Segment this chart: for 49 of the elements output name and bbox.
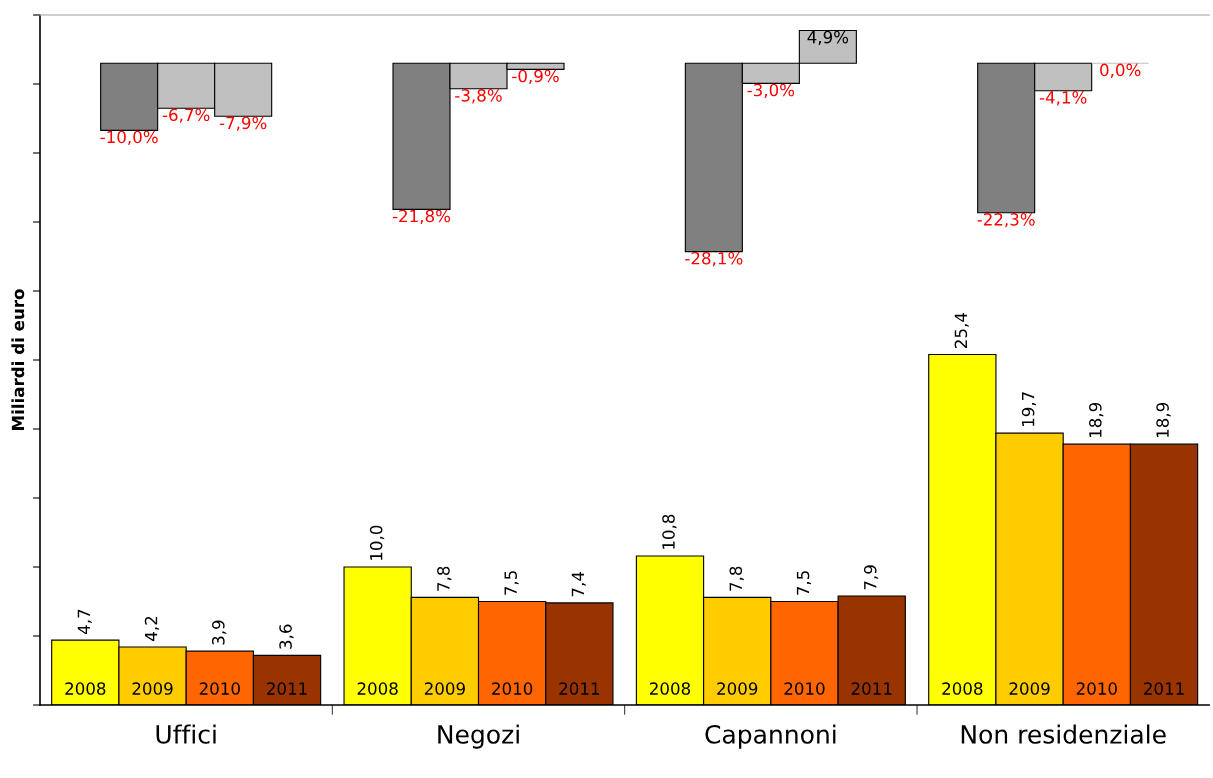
x-tick-label: Capannoni (705, 724, 836, 749)
series-label: 2009 (132, 682, 173, 695)
data-label: 18,9 (1089, 402, 1104, 438)
data-label: 10,8 (662, 514, 677, 549)
data-label: 4,9% (807, 30, 849, 46)
text: 2011 (559, 682, 600, 695)
data-label: 7,9 (863, 565, 879, 590)
text: 2010 (492, 682, 533, 695)
text: 2011 (1144, 682, 1184, 695)
text: 2010 (1076, 682, 1117, 695)
x-tick-label: Uffici (156, 724, 216, 744)
data-label: 7,5 (504, 571, 519, 595)
data-label: 18,9 (1156, 402, 1171, 438)
data-label: -21,8% (392, 209, 451, 225)
text: 2011 (851, 682, 892, 695)
data-label: -3,8% (455, 89, 502, 104)
text: 2008 (650, 682, 691, 695)
data-label: -4,1% (1039, 91, 1087, 106)
data-label: 7,8 (437, 566, 452, 591)
series-label: 2008 (65, 682, 106, 695)
data-label: 25,4 (954, 313, 969, 348)
text: 2009 (1009, 682, 1050, 695)
data-label: 4,7 (77, 609, 92, 635)
data-label: -3,0% (747, 83, 795, 99)
data-label: 3,6 (279, 624, 294, 649)
data-label: 3,9 (212, 620, 227, 645)
data-label: 4,2 (144, 616, 160, 641)
data-label: 7,4 (571, 572, 586, 597)
data-label: -0,9% (512, 69, 559, 84)
text: 2009 (717, 682, 758, 695)
series-label: 2010 (199, 682, 240, 695)
data-label: -10,0% (100, 130, 158, 145)
text: 2008 (942, 682, 983, 695)
text: 2008 (357, 682, 398, 695)
data-label: -28,1% (685, 251, 743, 267)
data-label: -6,7% (162, 108, 210, 123)
x-tick-label: Negozi (438, 724, 519, 749)
data-label: 7,8 (729, 566, 744, 591)
data-label: 10,0 (369, 525, 385, 560)
data-label: 0,0% (1100, 63, 1141, 78)
x-tick-label: Non residenziale (961, 724, 1166, 744)
data-label: 7,5 (796, 571, 812, 595)
text: 2009 (424, 682, 465, 695)
data-label: -22,3% (977, 213, 1035, 228)
data-label: -7,9% (219, 116, 267, 131)
text: 2010 (784, 682, 825, 695)
y-axis-title: Miliardi di euro (11, 289, 25, 430)
series-label: 2011 (267, 682, 307, 695)
data-label: 19,7 (1021, 392, 1037, 427)
